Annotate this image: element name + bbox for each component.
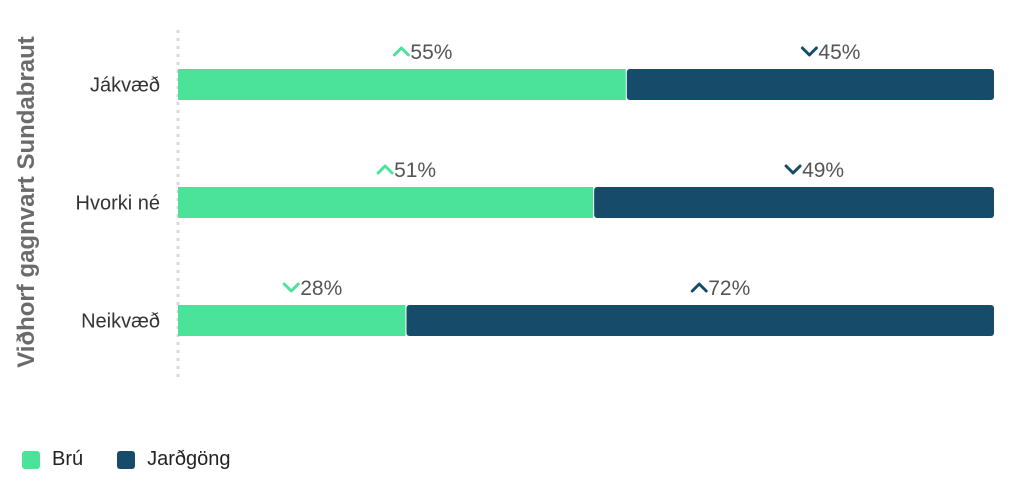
bar-bru-jakvaed xyxy=(178,69,626,100)
category-label-jakvaed: Jákvæð xyxy=(90,75,160,97)
legend: Brú Jarðgöng xyxy=(22,448,231,471)
stacked-bar-chart: Viðhorf gagnvart Sundabraut Jákvæð 55% 45% H… xyxy=(13,30,995,382)
bar-jardgong-neikvaed xyxy=(406,305,995,336)
legend-swatch-jardgong xyxy=(117,450,136,469)
bar-jardgong-jakvaed xyxy=(626,69,994,100)
y-axis-title: Viðhorf gagnvart Sundabraut xyxy=(13,36,40,368)
category-label-hvorki-ne: Hvorki né xyxy=(76,193,160,215)
data-label-bru-jakvaed: 55% xyxy=(410,41,452,64)
legend-label-jardgong: Jarðgöng xyxy=(147,448,231,470)
chevron-down-icon-bru-neikvaed xyxy=(282,282,300,293)
chevron-down-icon-jardgong-hvorki-ne xyxy=(784,164,802,175)
bar-bru-hvorki-ne xyxy=(178,187,594,218)
legend-item-jardgong[interactable]: Jarðgöng xyxy=(117,448,231,471)
legend-item-bru[interactable]: Brú xyxy=(22,448,83,471)
category-label-neikvaed: Neikvæð xyxy=(81,311,160,333)
data-label-bru-neikvaed: 28% xyxy=(300,277,342,300)
legend-label-bru: Brú xyxy=(52,448,84,470)
chevron-up-icon-jardgong-neikvaed xyxy=(690,282,708,293)
chevron-up-icon-bru-jakvaed xyxy=(392,46,410,57)
legend-swatch-bru xyxy=(22,450,40,469)
bar-jardgong-hvorki-ne xyxy=(594,187,994,218)
data-label-jardgong-hvorki-ne: 49% xyxy=(802,159,844,182)
chevron-down-icon-jardgong-jakvaed xyxy=(800,46,818,57)
chevron-up-icon-bru-hvorki-ne xyxy=(376,164,394,175)
data-label-jardgong-jakvaed: 45% xyxy=(818,41,860,64)
data-label-bru-hvorki-ne: 51% xyxy=(394,159,436,182)
data-label-jardgong-neikvaed: 72% xyxy=(708,277,750,300)
bar-bru-neikvaed xyxy=(178,305,406,336)
